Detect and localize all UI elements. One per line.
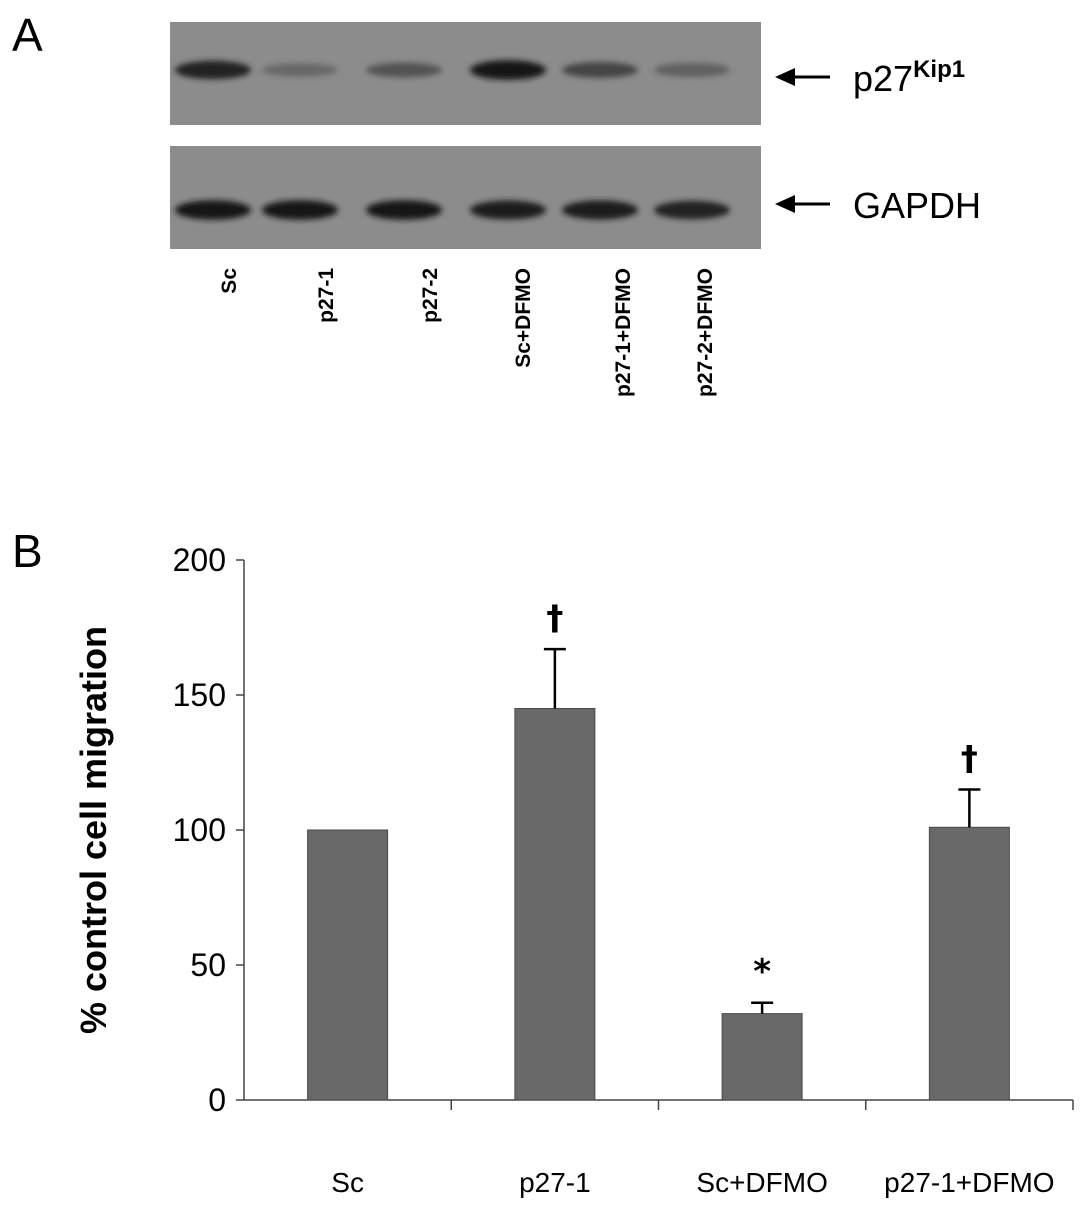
y-tick-label: 100 xyxy=(173,812,226,848)
significance-marker: * xyxy=(753,952,771,992)
blot-row-label: p27Kip1 xyxy=(853,56,965,99)
lane-label: p27-2+DFMO xyxy=(694,268,717,397)
lane-label: Sc xyxy=(218,268,241,294)
blot-band xyxy=(562,200,638,220)
y-axis-label: % control cell migration xyxy=(73,626,114,1034)
blot-band xyxy=(175,200,251,220)
lane-label: p27-2 xyxy=(419,268,442,323)
bar xyxy=(307,829,389,1101)
blot-band xyxy=(175,60,251,80)
y-tick-label: 0 xyxy=(208,1082,226,1118)
blot-row-label: GAPDH xyxy=(853,185,981,226)
blot-band xyxy=(366,200,442,220)
blot-band xyxy=(262,63,338,77)
significance-marker: † xyxy=(546,598,563,638)
blot-band xyxy=(262,200,338,220)
arrowhead-icon xyxy=(775,195,795,213)
blot-band xyxy=(654,63,730,77)
lane-label: Sc+DFMO xyxy=(512,268,535,368)
blot-band xyxy=(470,200,546,220)
x-category-label: Sc xyxy=(331,1167,364,1198)
x-category-label: Sc+DFMO xyxy=(696,1167,827,1198)
x-category-label: p27-1+DFMO xyxy=(884,1167,1054,1198)
blot-band xyxy=(562,62,638,78)
blot-band xyxy=(366,62,442,78)
bar xyxy=(721,1013,803,1101)
x-category-label: p27-1 xyxy=(519,1167,591,1198)
blot-band xyxy=(470,60,546,80)
arrowhead-icon xyxy=(775,68,795,86)
y-tick-label: 150 xyxy=(173,677,226,713)
significance-marker: † xyxy=(961,739,978,779)
y-tick-label: 200 xyxy=(173,542,226,578)
lane-label: p27-1 xyxy=(315,268,338,323)
y-tick-label: 50 xyxy=(190,947,226,983)
blot-membrane-2 xyxy=(170,146,761,249)
blot-band xyxy=(654,200,730,220)
bar xyxy=(928,826,1010,1101)
panel-b-letter: B xyxy=(12,525,43,577)
panel-a-letter: A xyxy=(12,9,43,61)
bar xyxy=(514,708,596,1101)
western-blot-panel: p27Kip1 GAPDH Sc p27-1 p27-2 Sc+DFMO p27-1+DFM… xyxy=(170,22,981,397)
lane-label: p27-1+DFMO xyxy=(612,268,635,397)
